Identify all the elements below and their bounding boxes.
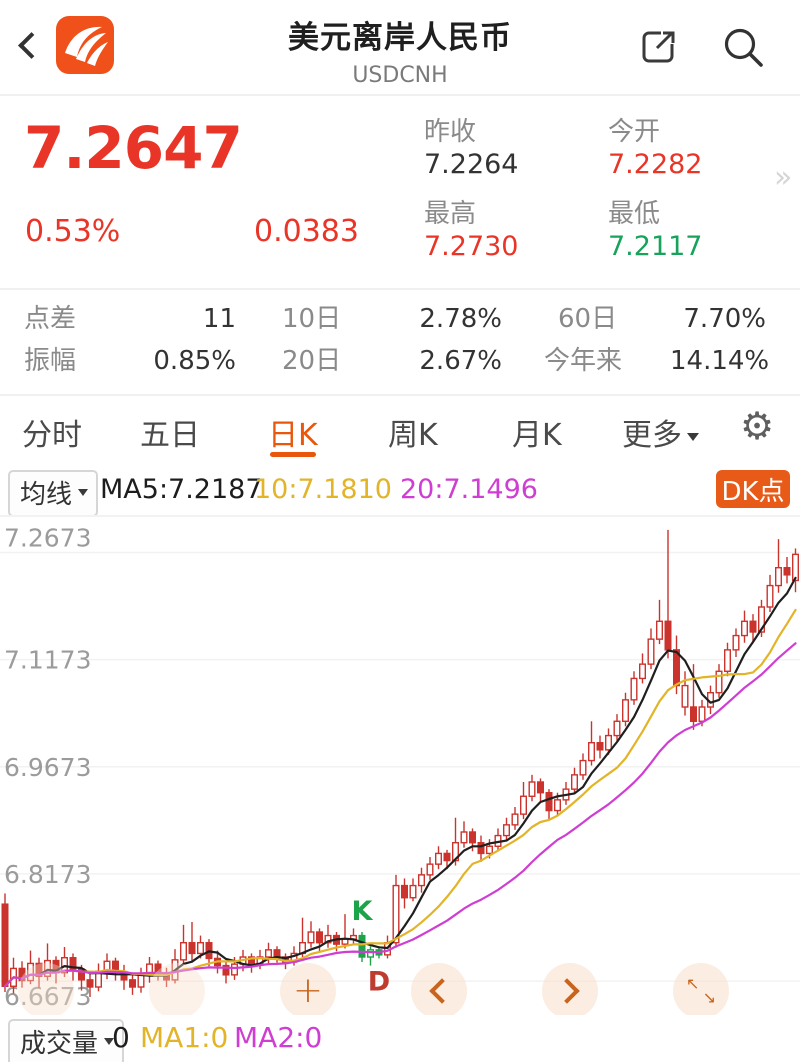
svg-text:K: K (352, 896, 374, 927)
active-tab-underline (270, 452, 316, 457)
svg-text:6.9673: 6.9673 (4, 753, 91, 782)
symbol-code: USDCNH (352, 63, 448, 88)
ma-selector-button[interactable]: 均线 (8, 470, 99, 517)
search-icon[interactable] (718, 22, 770, 74)
stat-value: 0.85% (153, 346, 236, 376)
ma10-value: 10:7.1810 (254, 474, 392, 505)
field-prev-close: 昨收 7.2264 (424, 117, 519, 180)
share-icon[interactable] (636, 24, 682, 70)
gear-icon[interactable]: ⚙ (740, 404, 775, 448)
change-absolute: 0.0383 (254, 214, 359, 249)
ma-legend-row: 均线 MA5:7.2187 10:7.1810 20:7.1496 DK点 (0, 462, 800, 517)
volume-value: 0 (112, 1021, 130, 1054)
svg-text:6.6673: 6.6673 (4, 982, 91, 1011)
chevron-right-icon (554, 978, 580, 1004)
chevron-down-icon (78, 489, 89, 496)
ma5-value: MA5:7.2187 (100, 474, 263, 505)
stat-value: 2.67% (419, 346, 502, 376)
expand-icon: ↖ ↘ (686, 974, 716, 1007)
overlay-button-2[interactable] (149, 963, 205, 1019)
quote-panel: 7.2647 0.53% 0.0383 昨收 7.2264 今开 7.2282 … (0, 96, 800, 290)
chevron-down-icon (687, 432, 699, 441)
field-open: 今开 7.2282 (608, 117, 703, 180)
title-block: 美元离岸人民币 USDCNH (200, 12, 600, 88)
svg-text:7.2673: 7.2673 (4, 524, 91, 553)
chevron-down-icon (104, 1038, 115, 1045)
eastmoney-logo-icon (56, 16, 114, 74)
stat-value: 2.78% (419, 304, 502, 334)
zoom-in-button[interactable]: + (280, 963, 336, 1019)
stat-value: 11 (202, 304, 236, 334)
ma20-value: 20:7.1496 (400, 474, 538, 505)
kline-canvas: 7.2673 7.1173 6.9673 6.8173 6.6673 K D (0, 524, 800, 1011)
tab-daily-k[interactable]: 日K (268, 418, 318, 453)
expand-fields-icon[interactable]: » (774, 160, 793, 195)
plus-icon: + (292, 970, 324, 1011)
volume-selector-button[interactable]: 成交量 (8, 1019, 125, 1062)
fullscreen-button[interactable]: ↖ ↘ (673, 963, 729, 1019)
svg-text:6.8173: 6.8173 (4, 860, 91, 889)
candlestick-chart[interactable]: 7.2673 7.1173 6.9673 6.8173 6.6673 K D + ↖ ↘ (0, 515, 800, 1019)
svg-text:7.1173: 7.1173 (4, 646, 91, 675)
stat-value: 7.70% (683, 304, 766, 334)
last-price: 7.2647 (24, 114, 243, 182)
stat-label: 10日 (282, 304, 342, 334)
volume-indicator-row: 成交量 0 MA1:0 MA2:0 (0, 1015, 800, 1062)
stat-label: 60日 (558, 304, 618, 334)
page-title: 美元离岸人民币 (288, 20, 512, 56)
svg-text:D: D (368, 966, 390, 997)
tab-weekly-k[interactable]: 周K (388, 418, 438, 453)
field-low: 最低 7.2117 (608, 199, 703, 262)
stats-panel: 点差 11 10日 2.78% 60日 7.70% 振幅 0.85% 20日 2… (0, 290, 800, 396)
chevron-left-icon (429, 978, 455, 1004)
period-tabs: 分时 五日 日K 周K 月K 更多 ⚙ (0, 396, 800, 464)
overlay-button-1[interactable] (18, 963, 74, 1019)
stat-value: 14.14% (670, 346, 770, 376)
back-chevron-icon (18, 32, 45, 59)
volume-ma1: MA1:0 (140, 1021, 229, 1054)
pan-left-button[interactable] (411, 963, 467, 1019)
tab-minute[interactable]: 分时 (22, 418, 82, 453)
stat-label: 振幅 (24, 346, 77, 376)
change-percent: 0.53% (25, 214, 121, 249)
header: 美元离岸人民币 USDCNH (0, 0, 800, 96)
dk-point-badge[interactable]: DK点 (716, 470, 790, 508)
stat-label: 今年来 (544, 346, 623, 376)
field-high: 最高 7.2730 (424, 199, 519, 262)
tab-monthly-k[interactable]: 月K (512, 418, 562, 453)
stat-label: 点差 (24, 304, 77, 334)
volume-ma2: MA2:0 (234, 1021, 323, 1054)
pan-right-button[interactable] (542, 963, 598, 1019)
tab-more[interactable]: 更多 (622, 410, 699, 454)
tab-5day[interactable]: 五日 (140, 418, 200, 453)
back-button[interactable] (18, 32, 45, 59)
stat-label: 20日 (282, 346, 342, 376)
